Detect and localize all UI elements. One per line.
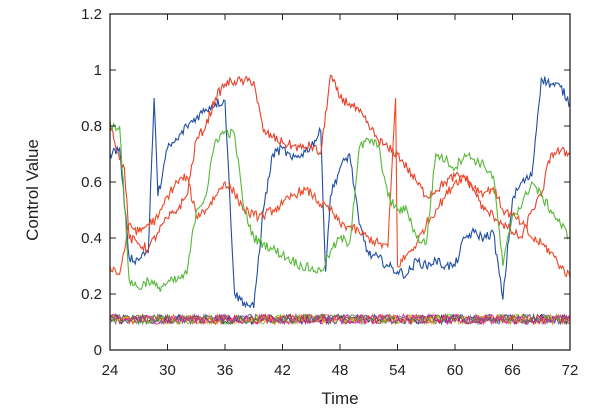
y-tick-label: 0	[94, 342, 102, 359]
noise-band	[109, 312, 571, 326]
series-line-4	[109, 122, 571, 292]
x-tick-label: 36	[217, 362, 234, 379]
y-axis: 0 0.2 0.4 0.6 0.8 1 1.2	[81, 6, 570, 359]
x-tick-label: 24	[102, 362, 119, 379]
x-axis: 24 30 36 42 48 54 60 66 72	[102, 14, 579, 379]
noise-line	[109, 312, 571, 326]
y-tick-label: 0.2	[81, 286, 102, 303]
x-tick-label: 66	[504, 362, 521, 379]
y-axis-label: Control Value	[23, 139, 42, 241]
x-axis-label: Time	[321, 389, 358, 408]
x-tick-label: 48	[332, 362, 349, 379]
series-line-3	[109, 97, 571, 278]
y-tick-label: 0.8	[81, 118, 102, 135]
x-tick-label: 72	[562, 362, 579, 379]
series-line-1	[109, 76, 571, 309]
y-tick-label: 0.4	[81, 230, 102, 247]
series-line-2	[109, 74, 571, 254]
y-tick-label: 0.6	[81, 174, 102, 191]
x-tick-label: 54	[389, 362, 406, 379]
series-layer	[109, 74, 571, 309]
y-tick-label: 1.2	[81, 6, 102, 23]
x-tick-label: 30	[159, 362, 176, 379]
x-tick-label: 60	[447, 362, 464, 379]
x-tick-label: 42	[274, 362, 291, 379]
noise-line	[109, 312, 571, 326]
y-tick-label: 1	[94, 62, 102, 79]
